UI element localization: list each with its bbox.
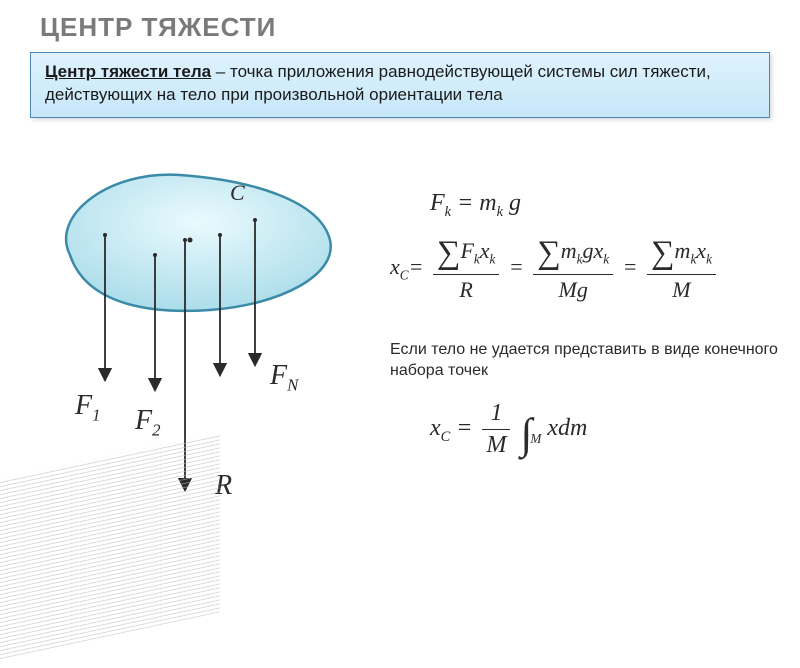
equation-xc: xC= ∑Fkxk R = ∑mkgxk Mg = ∑mkxk M [390, 235, 720, 303]
continuum-note: Если тело не удается представить в виде … [390, 340, 800, 382]
label-f2: F2 [135, 405, 161, 441]
definition-box: Центр тяжести тела – точка приложения ра… [30, 52, 770, 118]
point-c-dot [188, 238, 193, 243]
page-title: ЦЕНТР ТЯЖЕСТИ [40, 12, 276, 43]
equation-xc-integral: xC = 1 M ∫M xdm [430, 400, 587, 459]
label-fn: FN [270, 360, 298, 396]
label-f1: F1 [75, 390, 101, 426]
definition-term: Центр тяжести тела [45, 62, 211, 81]
label-c: C [230, 180, 245, 206]
equation-fk: Fk = mk g [430, 190, 521, 221]
